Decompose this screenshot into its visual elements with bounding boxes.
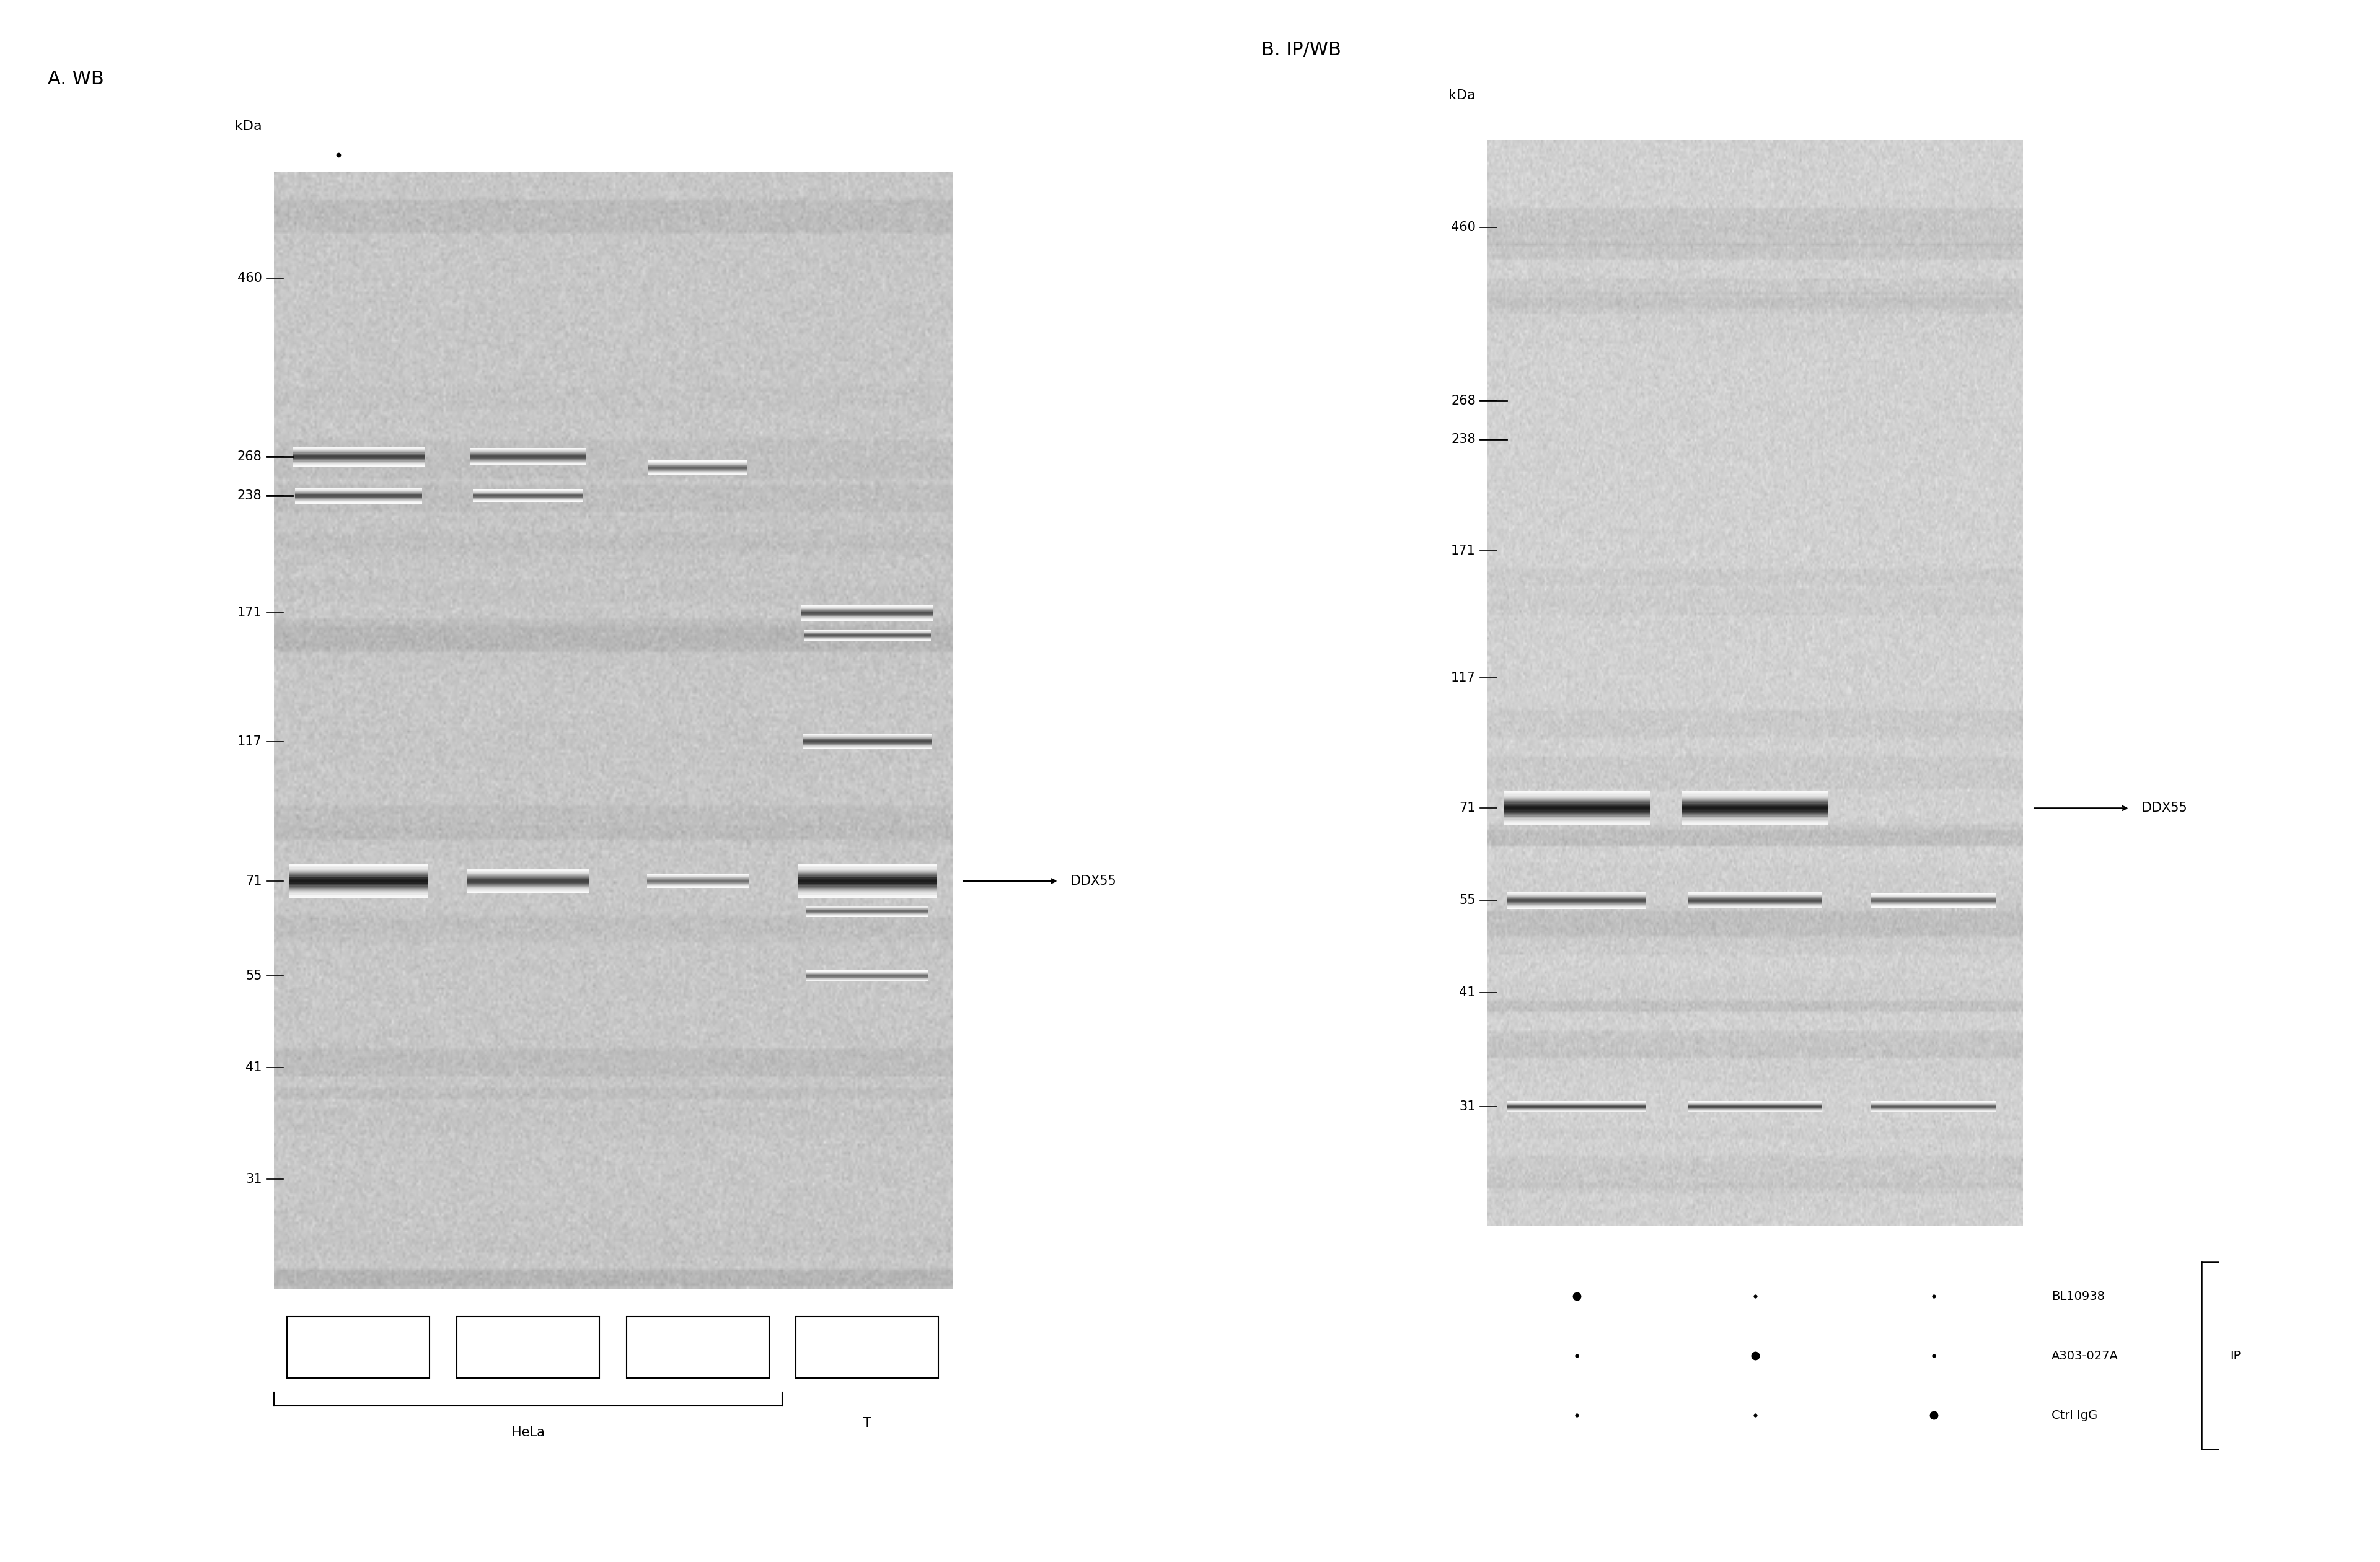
Text: 71: 71 xyxy=(1459,801,1476,814)
Bar xyxy=(457,1317,600,1378)
Text: T: T xyxy=(864,1417,871,1429)
Text: Ctrl IgG: Ctrl IgG xyxy=(2052,1409,2097,1421)
Text: 460: 460 xyxy=(1452,222,1476,234)
Text: 117: 117 xyxy=(1452,672,1476,684)
Text: 460: 460 xyxy=(238,272,262,284)
Text: 238: 238 xyxy=(238,489,262,501)
Text: 117: 117 xyxy=(238,736,262,748)
Text: B. IP/WB: B. IP/WB xyxy=(1261,41,1342,59)
Text: BL10938: BL10938 xyxy=(2052,1290,2104,1303)
Text: 31: 31 xyxy=(1459,1101,1476,1114)
Text: DDX55: DDX55 xyxy=(2142,801,2187,814)
Text: 41: 41 xyxy=(1459,987,1476,1000)
Text: 41: 41 xyxy=(245,1061,262,1073)
Text: 5: 5 xyxy=(693,1342,702,1353)
Text: 268: 268 xyxy=(238,450,262,462)
Bar xyxy=(626,1317,769,1378)
Text: 31: 31 xyxy=(245,1173,262,1186)
Bar xyxy=(795,1317,938,1378)
Text: 171: 171 xyxy=(1452,545,1476,558)
Text: kDa: kDa xyxy=(236,120,262,133)
Text: 55: 55 xyxy=(245,970,262,982)
Text: 15: 15 xyxy=(521,1342,536,1353)
Text: 50: 50 xyxy=(859,1342,876,1353)
Text: 171: 171 xyxy=(238,606,262,619)
Text: 71: 71 xyxy=(245,875,262,887)
Text: 238: 238 xyxy=(1452,433,1476,445)
Text: kDa: kDa xyxy=(1449,89,1476,102)
Text: 55: 55 xyxy=(1459,895,1476,906)
Text: 268: 268 xyxy=(1452,395,1476,408)
Text: DDX55: DDX55 xyxy=(1071,875,1116,887)
Text: A. WB: A. WB xyxy=(48,70,105,87)
Text: A303-027A: A303-027A xyxy=(2052,1350,2118,1362)
Text: IP: IP xyxy=(2230,1350,2240,1362)
Bar xyxy=(288,1317,431,1378)
Text: HeLa: HeLa xyxy=(512,1426,545,1439)
Text: 50: 50 xyxy=(350,1342,367,1353)
